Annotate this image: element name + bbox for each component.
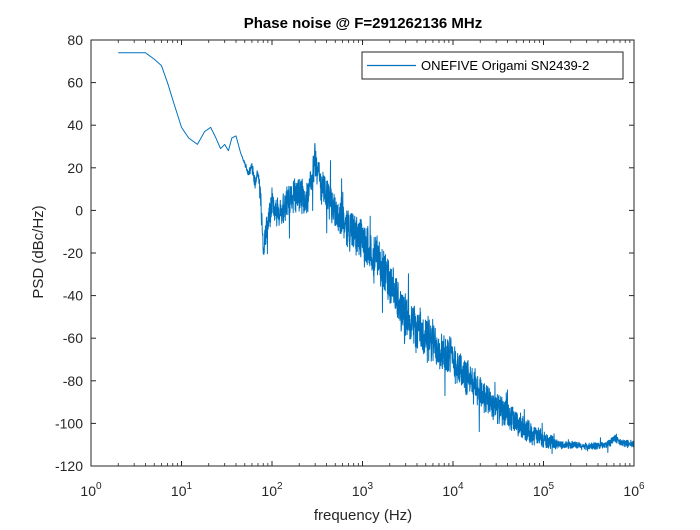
x-tick-label-base: 10 [442, 483, 458, 499]
y-tick-label: -60 [63, 330, 83, 346]
x-tick-label: 102 [261, 481, 283, 499]
x-tick-label: 104 [442, 481, 464, 499]
x-tick-label: 105 [533, 481, 555, 499]
y-tick-label: 0 [75, 202, 83, 218]
x-tick-label-exponent: 6 [639, 481, 645, 492]
x-tick-label-base: 10 [623, 483, 639, 499]
y-tick-label: 60 [67, 75, 83, 91]
x-tick-label-exponent: 5 [549, 481, 555, 492]
series-line-onefive-origami [117, 52, 635, 455]
x-axis-label: frequency (Hz) [314, 507, 412, 524]
x-axis-ticks: 100 101 102 103 104 105 106 [80, 40, 645, 499]
x-tick-label-base: 10 [171, 483, 187, 499]
y-tick-label: -40 [63, 288, 83, 304]
y-tick-label: -120 [55, 458, 83, 474]
chart-title: Phase noise @ F=291262136 MHz [244, 15, 483, 32]
y-tick-label: 20 [67, 160, 83, 176]
x-tick-label-exponent: 2 [277, 481, 283, 492]
axes-background [91, 40, 634, 466]
x-tick-label: 100 [80, 481, 102, 499]
x-tick-label: 106 [623, 481, 645, 499]
x-tick-label-exponent: 1 [187, 481, 193, 492]
x-tick-label-base: 10 [533, 483, 549, 499]
legend-box [361, 51, 624, 80]
y-tick-label: -100 [55, 415, 83, 431]
x-tick-label: 103 [352, 481, 374, 499]
x-tick-label-base: 10 [261, 483, 277, 499]
x-tick-label-exponent: 0 [96, 481, 102, 492]
x-tick-label-base: 10 [352, 483, 368, 499]
y-axis-ticks: 80 60 40 20 0 -20 -40 -60 -80 -100 -120 [55, 32, 634, 474]
x-tick-label: 101 [171, 481, 193, 499]
x-tick-label-base: 10 [80, 483, 96, 499]
y-tick-label: -20 [63, 245, 83, 261]
plot-area [91, 40, 635, 466]
y-tick-label: 40 [67, 117, 83, 133]
x-tick-label-exponent: 3 [368, 481, 374, 492]
legend[interactable]: ONEFIVE Origami SN2439-2 [361, 51, 624, 80]
y-tick-label: -80 [63, 373, 83, 389]
x-tick-label-exponent: 4 [458, 481, 464, 492]
y-tick-label: 80 [67, 32, 83, 48]
y-axis-label: PSD (dBc/Hz) [30, 205, 47, 298]
legend-entry-label: ONEFIVE Origami SN2439-2 [421, 58, 589, 73]
